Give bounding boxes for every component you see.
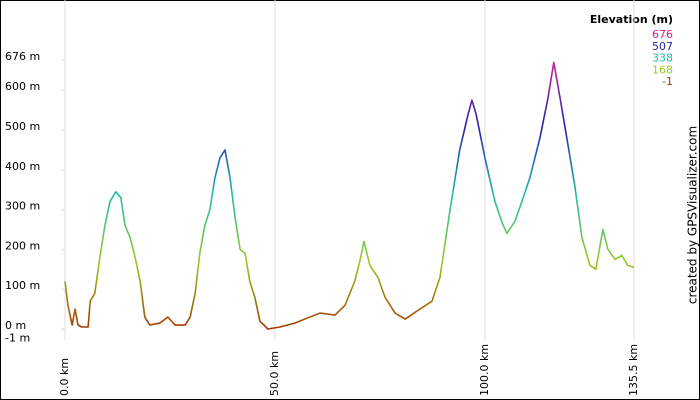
y-tick-label: 100 m	[5, 279, 40, 292]
y-tick-label: 0 m	[5, 319, 26, 332]
x-tick-label: 50.0 km	[268, 351, 281, 396]
legend-value: 676	[652, 28, 673, 41]
y-tick-label: 400 m	[5, 160, 40, 173]
legend-value: 507	[652, 40, 673, 53]
legend-value: 338	[652, 52, 673, 65]
legend-value: -1	[662, 75, 673, 88]
y-tick-label: 500 m	[5, 120, 40, 133]
x-tick-label: 135.5 km	[627, 344, 640, 396]
legend-title: Elevation (m)	[590, 13, 673, 26]
credit: created by GPSVisualizer.com	[686, 126, 700, 304]
y-tick-label: 600 m	[5, 80, 40, 93]
y-tick-label: 200 m	[5, 239, 40, 252]
y-tick-label: 300 m	[5, 200, 40, 213]
x-tick-label: 100.0 km	[478, 344, 491, 396]
y-tick-label: 676 m	[5, 50, 40, 63]
x-tick-label: 0.0 km	[58, 358, 71, 396]
y-tick-label: -1 m	[5, 331, 30, 344]
legend-value: 168	[652, 63, 673, 76]
elevation-line	[64, 61, 635, 330]
